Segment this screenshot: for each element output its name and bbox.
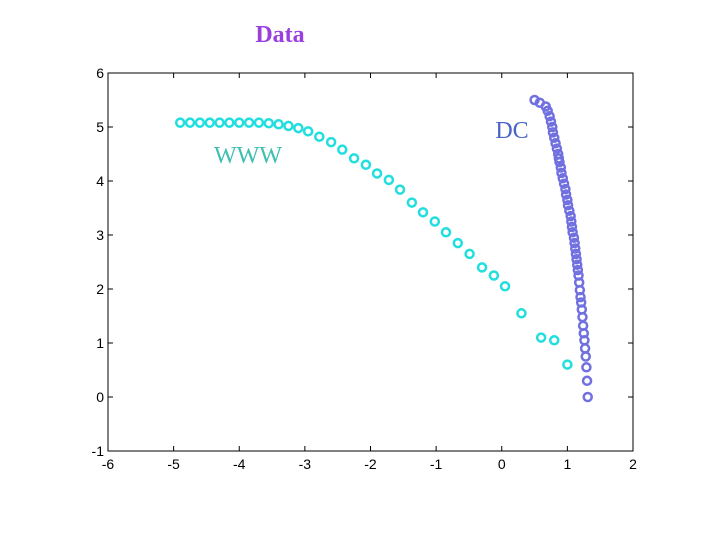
data-point: [564, 205, 575, 216]
data-point: [325, 136, 337, 148]
data-point: [579, 335, 590, 346]
data-point: [544, 110, 555, 122]
annotation-www: WWW: [214, 143, 282, 169]
data-point: [234, 117, 245, 128]
data-point: [488, 270, 500, 281]
data-point: [394, 184, 406, 195]
data-point: [337, 144, 348, 155]
data-point: [547, 121, 558, 133]
data-point: [542, 105, 553, 117]
x-tick-label: 2: [629, 456, 637, 472]
data-point: [570, 243, 581, 254]
data-point: [293, 122, 304, 134]
data-point: [550, 137, 561, 149]
series-dc: [529, 94, 593, 403]
data-point: [562, 359, 573, 370]
x-tick-label: -5: [167, 456, 180, 472]
data-point: [569, 237, 580, 249]
data-point: [545, 116, 557, 127]
axis-ticks: -6 -5 -4 -3 -2 -1 0 1 2 -1 0 1 2 3 4 5 6: [92, 65, 638, 472]
data-point: [570, 248, 582, 260]
data-point: [243, 117, 255, 128]
data-point: [417, 207, 429, 218]
data-point: [571, 254, 582, 265]
data-point: [549, 132, 560, 144]
data-point: [499, 281, 511, 292]
data-point: [568, 232, 580, 243]
data-point: [572, 264, 584, 276]
data-point: [554, 156, 565, 168]
data-point: [314, 131, 325, 142]
data-point: [566, 216, 577, 227]
data-point: [452, 237, 464, 249]
data-point: [214, 117, 225, 128]
data-point: [581, 362, 592, 373]
x-tick-label: 1: [563, 456, 571, 472]
data-point: [204, 117, 215, 128]
data-point: [348, 153, 360, 164]
data-point: [283, 120, 294, 132]
data-point: [383, 174, 395, 186]
y-tick-label: 4: [96, 173, 104, 189]
data-point: [535, 332, 547, 343]
data-point: [406, 197, 418, 208]
data-point: [476, 262, 488, 273]
data-point: [360, 159, 372, 171]
y-tick-label: 3: [96, 227, 104, 243]
x-tick-label: 0: [498, 456, 506, 472]
y-tick-label: 1: [96, 335, 104, 351]
y-tick-label: 6: [96, 65, 104, 81]
data-point: [571, 259, 583, 270]
x-tick-label: -2: [364, 456, 377, 472]
x-tick-label: -1: [430, 456, 443, 472]
data-point: [551, 143, 563, 154]
y-tick-label: 0: [96, 389, 104, 405]
data-point: [429, 216, 441, 227]
data-point: [562, 200, 574, 211]
data-point: [371, 168, 383, 179]
data-point: [194, 117, 206, 128]
data-point: [560, 189, 572, 200]
data-point: [555, 162, 567, 173]
data-point: [567, 227, 578, 238]
data-point: [464, 248, 475, 260]
data-point: [579, 343, 591, 354]
y-tick-label: 2: [96, 281, 104, 297]
data-point: [273, 119, 284, 130]
data-point: [184, 117, 196, 128]
data-point: [565, 210, 576, 222]
series-www: [174, 117, 573, 370]
data-point: [580, 351, 591, 362]
data-point: [253, 117, 265, 128]
data-point: [581, 375, 593, 387]
data-point: [557, 173, 569, 184]
data-point: [516, 308, 527, 319]
data-point: [560, 183, 571, 195]
data-point: [558, 178, 570, 189]
x-tick-label: -3: [299, 456, 312, 472]
data-point: [224, 117, 235, 128]
data-point: [302, 126, 314, 137]
x-tick-label: -6: [102, 456, 115, 472]
data-point: [575, 291, 586, 303]
x-tick-label: -4: [233, 456, 246, 472]
data-point: [562, 194, 573, 206]
data-point: [566, 221, 578, 233]
data-point: [440, 227, 452, 238]
data-point: [263, 117, 275, 129]
data-point: [582, 391, 593, 403]
y-tick-label: -1: [92, 443, 105, 459]
chart-title: Data: [255, 22, 304, 48]
data-point: [556, 167, 567, 179]
data-point: [174, 117, 186, 128]
y-tick-label: 5: [96, 119, 104, 135]
data-point: [547, 127, 559, 138]
annotation-dc: DC: [495, 118, 528, 144]
data-point: [577, 311, 588, 323]
data-point: [549, 335, 560, 346]
